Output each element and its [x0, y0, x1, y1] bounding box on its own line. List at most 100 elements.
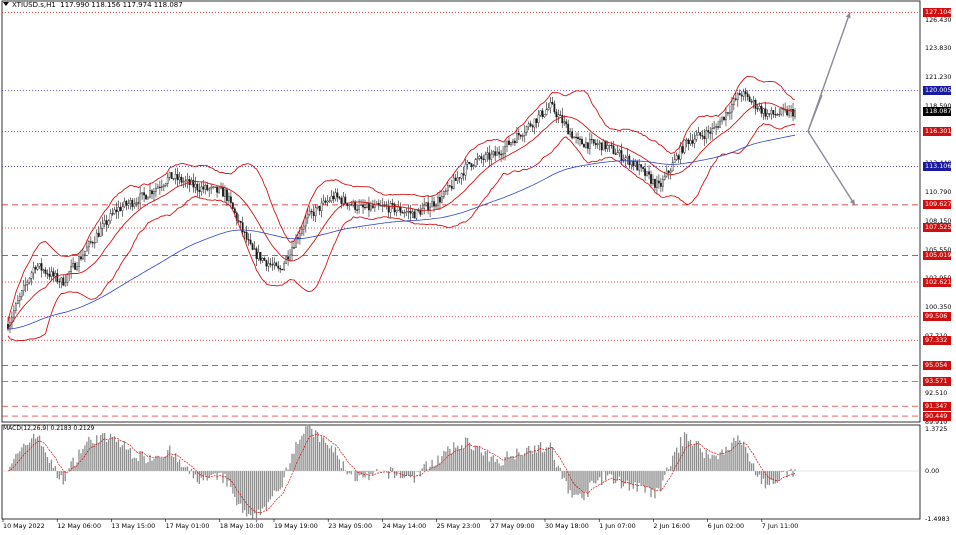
candle-body	[746, 93, 749, 98]
candle-body	[496, 151, 499, 156]
candle-body	[391, 203, 394, 205]
candle-body	[585, 142, 587, 148]
candle-body	[403, 212, 406, 214]
candle-body	[62, 277, 65, 286]
candle-body	[34, 267, 37, 270]
candle-body	[84, 250, 86, 256]
candle-body	[125, 201, 128, 206]
projection-arrow-middle	[807, 94, 823, 132]
candle-body	[192, 179, 195, 188]
candle-body	[58, 281, 61, 283]
candle-body	[66, 273, 69, 283]
candle-body	[579, 138, 581, 140]
candle-body	[332, 195, 335, 200]
candle-body	[506, 140, 508, 147]
candle-body	[182, 181, 185, 183]
candle-body	[239, 220, 242, 223]
candle-body	[703, 136, 706, 140]
candle-body	[255, 248, 258, 259]
candle-body	[16, 300, 19, 304]
candle-body	[719, 120, 721, 128]
candle-body	[109, 213, 112, 222]
candle-body	[443, 191, 445, 197]
candle-body	[604, 140, 607, 150]
candle-body	[654, 178, 656, 188]
candle-body	[320, 202, 323, 211]
candle-body	[620, 150, 623, 161]
candle-body	[774, 114, 777, 116]
price-scale-label: 123.830	[925, 44, 952, 53]
candle-body	[160, 186, 163, 188]
candle-body	[644, 168, 646, 176]
candle-body	[713, 127, 716, 129]
candle-body	[42, 269, 45, 271]
candle-body	[470, 163, 473, 167]
candle-body	[608, 144, 611, 146]
candle-body	[119, 207, 122, 211]
candle-body	[762, 108, 765, 114]
candle-body	[786, 109, 789, 116]
candle-body	[36, 265, 39, 270]
candle-body	[263, 258, 266, 261]
candle-body	[176, 174, 179, 181]
candle-body	[732, 98, 735, 105]
candle-body	[338, 196, 341, 199]
candle-body	[618, 150, 621, 153]
candle-body	[166, 177, 169, 184]
candle-body	[626, 155, 629, 159]
candle-body	[143, 192, 145, 196]
candle-body	[734, 98, 737, 100]
candle-body	[456, 177, 459, 181]
candle-body	[89, 241, 92, 243]
chart-menu-chevron-icon[interactable]	[3, 2, 9, 6]
candle-body	[681, 146, 684, 153]
candle-body	[563, 121, 566, 124]
candle-body	[139, 193, 142, 204]
time-axis-label: 30 May 18:00	[545, 522, 589, 530]
candle-body	[740, 94, 743, 97]
candle-body	[267, 263, 270, 267]
price-level-badge: 97.332	[923, 335, 951, 345]
candle-body	[356, 209, 359, 211]
candle-body	[646, 171, 648, 176]
candle-body	[44, 269, 47, 274]
candle-body	[482, 158, 485, 160]
candle-body	[423, 204, 426, 209]
candle-body	[721, 116, 723, 122]
candle-body	[283, 263, 286, 270]
candle-body	[730, 104, 733, 113]
candle-body	[413, 211, 416, 219]
candle-body	[13, 310, 15, 318]
candle-body	[573, 136, 575, 139]
candle-body	[135, 202, 138, 205]
candle-body	[38, 263, 41, 267]
candle-body	[354, 201, 357, 210]
candle-body	[275, 262, 278, 267]
candle-body	[145, 194, 147, 200]
candle-body	[590, 138, 593, 141]
candle-body	[748, 96, 751, 102]
candle-body	[24, 284, 27, 286]
candle-body	[515, 133, 518, 144]
candlestick-series	[7, 87, 796, 334]
candle-body	[667, 170, 670, 173]
candle-body	[302, 225, 305, 230]
candle-body	[123, 201, 126, 207]
candle-body	[614, 153, 617, 155]
macd-signal-line	[7, 433, 796, 514]
candle-body	[411, 211, 414, 214]
candle-body	[592, 139, 595, 144]
candle-body	[441, 196, 443, 203]
candle-body	[218, 187, 220, 193]
candle-body	[547, 107, 550, 110]
price-level-badge: 105.019	[923, 251, 952, 261]
candle-body	[30, 272, 33, 279]
candle-body	[454, 177, 457, 181]
candle-body	[50, 271, 53, 277]
candle-body	[531, 125, 534, 128]
candle-body	[659, 182, 662, 187]
candle-body	[642, 167, 645, 169]
candle-body	[64, 282, 67, 286]
macd-histogram	[9, 424, 796, 523]
